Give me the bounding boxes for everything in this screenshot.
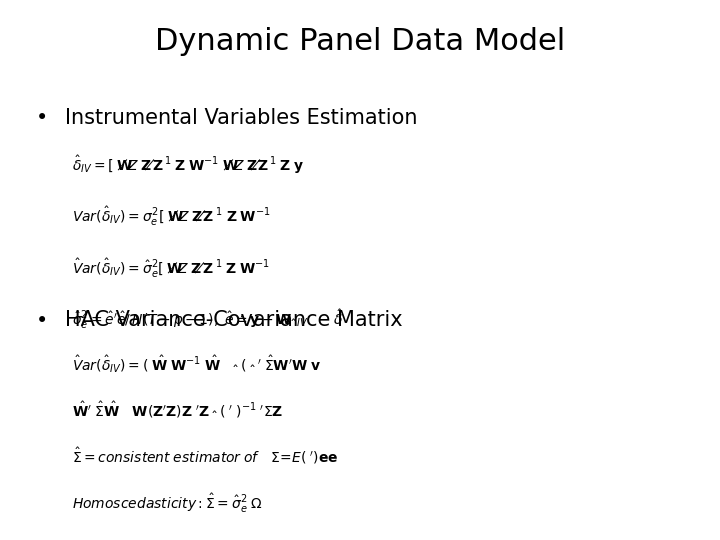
Text: $\mathit{Homoscedasticity} : \hat{\Sigma} = \hat{\sigma}_e^2\;\Omega$: $\mathit{Homoscedasticity} : \hat{\Sigma… (72, 491, 263, 515)
Text: HAC Variance-Covariance Matrix: HAC Variance-Covariance Matrix (65, 310, 402, 330)
Text: $\hat{\mathbf{W}}^{\prime}\;\hat{\Sigma}\hat{\mathbf{W}}\quad \mathbf{W}(\mathbf: $\hat{\mathbf{W}}^{\prime}\;\hat{\Sigma}… (72, 400, 283, 420)
Text: •: • (36, 108, 48, 128)
Text: •: • (36, 310, 48, 330)
Text: $\hat{\Sigma} = \mathit{consistent\;estimator\;of}\quad \Sigma \!=\! E(\;^{\prim: $\hat{\Sigma} = \mathit{consistent\;esti… (72, 446, 338, 465)
Text: $\hat{V}ar(\hat{\delta}_{IV}) = (\; \hat{\mathbf{W}}\; \mathbf{W}^{-1}\; \hat{\m: $\hat{V}ar(\hat{\delta}_{IV}) = (\; \hat… (72, 354, 321, 375)
Text: $\hat{\delta}_{IV} =[\; \mathbf{W}\!\!\not{Z}\; \mathbf{Z}\; \not{\!\mathbf{Z}}^: $\hat{\delta}_{IV} =[\; \mathbf{W}\!\!\n… (72, 154, 305, 176)
Text: Instrumental Variables Estimation: Instrumental Variables Estimation (65, 108, 418, 128)
Text: $\hat{\sigma}_e^2 = \hat{e}^{\prime}\hat{e}/\, N(T - p - 1),\; \hat{e} \doteq \m: $\hat{\sigma}_e^2 = \hat{e}^{\prime}\hat… (72, 308, 343, 331)
Text: $\hat{V}ar(\hat{\delta}_{IV}) = \hat{\sigma}_e^2[\; \mathbf{W}\!\!\not{Z}\; \mat: $\hat{V}ar(\hat{\delta}_{IV}) = \hat{\si… (72, 256, 270, 280)
Text: $Var(\hat{\delta}_{IV}) = \sigma_e^2[\; \mathbf{W}\!\!\not{Z}\; \mathbf{Z}\; \no: $Var(\hat{\delta}_{IV}) = \sigma_e^2[\; … (72, 205, 271, 228)
Text: Dynamic Panel Data Model: Dynamic Panel Data Model (155, 27, 565, 56)
